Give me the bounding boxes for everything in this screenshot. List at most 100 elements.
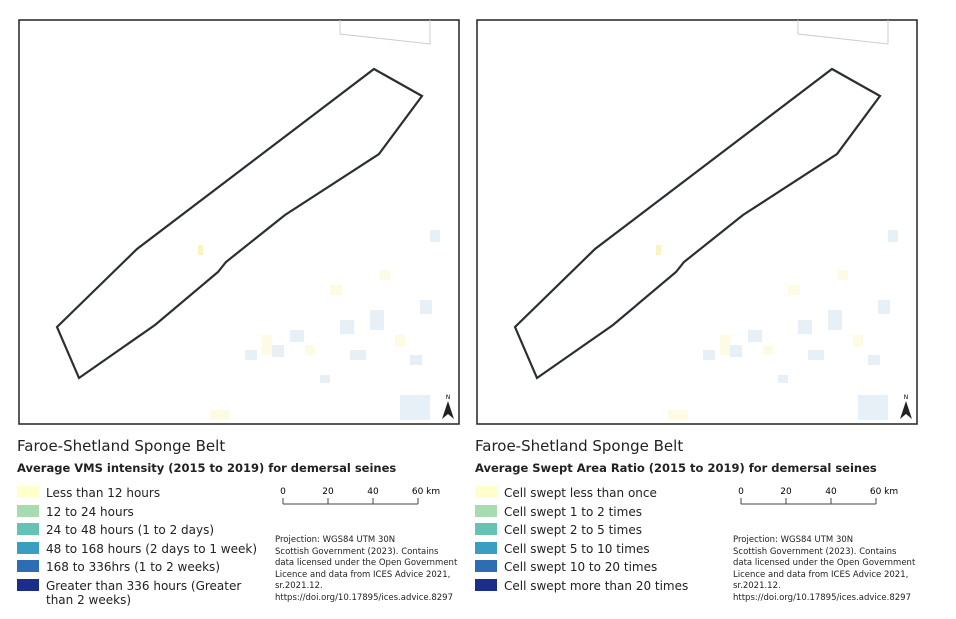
legend-item: Cell swept more than 20 times [475, 578, 715, 593]
scale-label: 0 [738, 487, 744, 497]
fishing-cell [330, 285, 342, 295]
scale-label: 60 km [870, 487, 898, 497]
fishing-cell [703, 350, 715, 360]
fishing-cell [730, 345, 742, 357]
attribution-line: sr.2021.12. [275, 581, 323, 591]
attribution-line: Projection: WGS84 UTM 30N [733, 535, 854, 545]
north-label: N [904, 394, 909, 401]
legend-label: 168 to 336hrs (1 to 2 weeks) [46, 560, 220, 574]
scale-label: 60 km [412, 487, 440, 497]
legend-item: 12 to 24 hours [17, 504, 257, 519]
fishing-cell [868, 355, 880, 365]
fishing-cell [350, 350, 366, 360]
legend-swatch [475, 486, 497, 498]
legend-item: Less than 12 hours [17, 486, 257, 500]
legend: Less than 12 hours 12 to 24 hours 24 to 48… [17, 486, 257, 611]
legend-swatch [475, 541, 497, 554]
attribution-line: Scottish Government (2023). Contains [733, 546, 897, 557]
scale-label: 20 [780, 487, 792, 497]
legend-label: Cell swept less than once [504, 486, 657, 500]
fishing-cell [720, 335, 730, 355]
attribution-line: Projection: WGS84 UTM 30N [275, 535, 396, 545]
legend-label: 12 to 24 hours [46, 504, 134, 519]
fishing-cell [420, 300, 432, 314]
scale-bar: 0 20 40 60 km [738, 487, 898, 505]
fishing-cell [272, 345, 284, 357]
land-outline [339, 20, 431, 45]
fishing-cell [853, 335, 863, 347]
attribution-line: Licence and data from ICES Advice 2021, [275, 569, 451, 580]
legend-item: Greater than 336 hours (Greater than 2 w… [17, 578, 257, 607]
legend-label: Greater than 336 hours (Greater than 2 w… [46, 578, 242, 607]
fishing-cell [668, 410, 688, 420]
legend-label: Cell swept 1 to 2 times [504, 504, 642, 519]
legend-item: 48 to 168 hours (2 days to 1 week) [17, 541, 258, 556]
fishing-cell [320, 375, 330, 383]
scale-label: 40 [367, 487, 379, 497]
north-arrow [900, 401, 912, 419]
legend-item: 168 to 336hrs (1 to 2 weeks) [17, 560, 257, 574]
map: N [18, 19, 460, 425]
fishing-cell [395, 335, 405, 347]
fishing-cell [400, 395, 430, 420]
fishing-cell [410, 355, 422, 365]
fishing-cell [788, 285, 800, 295]
attribution-line: https://doi.org/10.17895/ices.advice.829… [275, 592, 453, 603]
fishing-cell [305, 345, 315, 355]
scale-bar: 0 20 40 60 km [280, 487, 440, 505]
legend-swatch [17, 541, 39, 554]
attribution: Projection: WGS84 UTM 30N Scottish Govern… [733, 535, 915, 604]
attribution-line: Licence and data from ICES Advice 2021, [733, 569, 909, 580]
scale-label: 20 [322, 487, 334, 497]
legend-swatch [17, 523, 39, 535]
legend-label: Cell swept 10 to 20 times [504, 560, 658, 574]
legend-label: Cell swept 2 to 5 times [504, 523, 642, 537]
legend-label: 48 to 168 hours (2 days to 1 week) [46, 541, 258, 556]
legend-item: Cell swept 1 to 2 times [475, 504, 715, 519]
legend-item: Cell swept 2 to 5 times [475, 523, 715, 537]
scale-label: 0 [280, 487, 286, 497]
legend-label: Cell swept more than 20 times [504, 578, 689, 593]
legend-label: Less than 12 hours [46, 486, 161, 500]
sponge-belt-boundary [513, 67, 882, 380]
panel-title: Faroe-Shetland Sponge Belt [17, 437, 226, 455]
fishing-cell [290, 330, 304, 342]
legend-item: Cell swept 5 to 10 times [475, 541, 715, 556]
sponge-belt-boundary [55, 67, 424, 380]
north-arrow [442, 401, 454, 419]
fishing-cell [798, 320, 812, 334]
fishing-cell [748, 330, 762, 342]
attribution-line: data licensed under the Open Government [275, 558, 458, 568]
legend-swatch [17, 578, 39, 591]
attribution-line: https://doi.org/10.17895/ices.advice.829… [733, 592, 911, 603]
fishing-cell [878, 300, 890, 314]
legend-swatch [475, 504, 497, 517]
legend-swatch [475, 523, 497, 535]
legend-swatch [475, 578, 497, 591]
panel-subtitle: Average VMS intensity (2015 to 2019) for… [17, 461, 397, 475]
north-label: N [446, 394, 451, 401]
legend: Cell swept less than once Cell swept 1 to… [475, 486, 715, 597]
legend-item: Cell swept 10 to 20 times [475, 560, 715, 574]
legend-item: Cell swept less than once [475, 486, 715, 500]
fishing-cell [838, 270, 848, 280]
panel-title: Faroe-Shetland Sponge Belt [475, 437, 684, 455]
attribution-line: data licensed under the Open Government [733, 558, 916, 568]
legend-label: Cell swept 5 to 10 times [504, 541, 650, 556]
fishing-cell [245, 350, 257, 360]
fishing-cell [888, 230, 898, 242]
attribution: Projection: WGS84 UTM 30N Scottish Govern… [275, 535, 457, 604]
fishing-cell [262, 335, 272, 355]
legend-item: 24 to 48 hours (1 to 2 days) [17, 523, 257, 537]
panel-subtitle: Average Swept Area Ratio (2015 to 2019) … [475, 461, 877, 475]
fishing-cell [828, 310, 842, 330]
fishing-cell [808, 350, 824, 360]
fishing-cell [370, 310, 384, 330]
fishing-cell [198, 245, 203, 255]
legend-swatch [475, 560, 497, 572]
fishing-cell [210, 410, 230, 420]
fishing-cell [380, 270, 390, 280]
legend-label: 24 to 48 hours (1 to 2 days) [46, 523, 215, 537]
fishing-cell [763, 345, 773, 355]
